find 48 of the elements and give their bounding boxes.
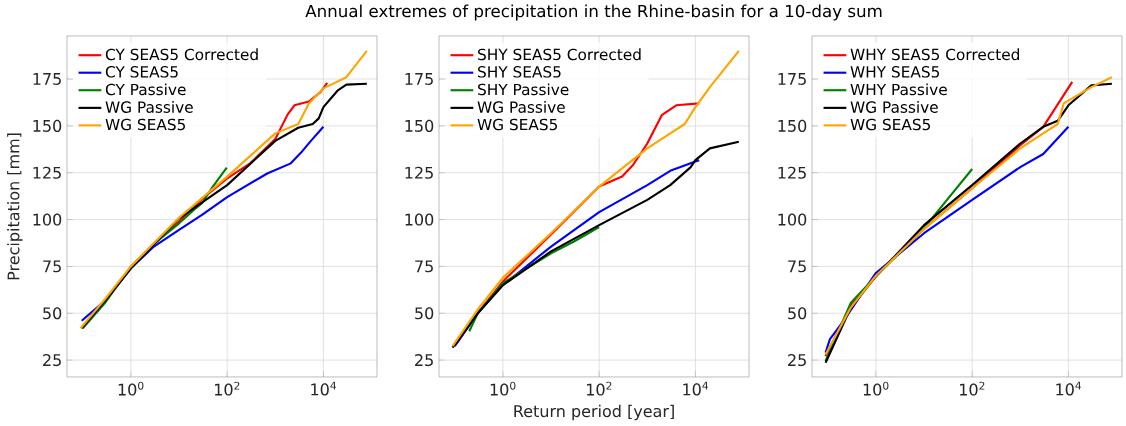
legend-label: SHY SEAS5 Corrected bbox=[478, 48, 641, 61]
y-tick-label: 25 bbox=[43, 354, 61, 367]
legend-label: WG Passive bbox=[105, 101, 193, 113]
y-tick-label: 75 bbox=[415, 260, 433, 273]
legend-label: WG Passive bbox=[477, 101, 565, 113]
legend-label: CY SEAS5 bbox=[105, 66, 178, 78]
legend-label: SHY SEAS5 bbox=[478, 66, 561, 78]
x-tick-label: 10$^{2}$ bbox=[587, 381, 612, 396]
legend-label: WHY Passive bbox=[850, 83, 947, 96]
legend-label: WG SEAS5 bbox=[850, 118, 931, 131]
legend-label: WG Passive bbox=[850, 101, 938, 113]
y-tick-label: 100 bbox=[778, 213, 807, 226]
y-tick-label: 125 bbox=[778, 166, 806, 179]
y-tick-label: 75 bbox=[43, 260, 61, 273]
y-tick-label: 100 bbox=[405, 213, 434, 226]
y-tick-label: 125 bbox=[33, 166, 61, 179]
legend-label: SHY Passive bbox=[478, 83, 569, 96]
legend-label: CY SEAS5 Corrected bbox=[105, 48, 258, 61]
y-tick-label: 150 bbox=[778, 119, 807, 132]
y-tick-label: 50 bbox=[788, 307, 807, 320]
x-tick-label: 10$^{0}$ bbox=[863, 381, 889, 396]
chart-title: Annual extremes of precipitation in the Rhine-basin for a 10-day sum bbox=[305, 4, 882, 21]
y-tick-label: 150 bbox=[405, 119, 434, 132]
x-axis-title: Return period [year] bbox=[514, 404, 674, 421]
y-tick-label: 150 bbox=[33, 119, 62, 132]
y-axis-title: Precipitation [mm] bbox=[7, 133, 23, 280]
y-tick-label: 175 bbox=[33, 73, 61, 86]
y-tick-label: 25 bbox=[788, 354, 806, 367]
x-tick-label: 10$^{4}$ bbox=[683, 381, 709, 396]
y-tick-label: 25 bbox=[415, 354, 433, 367]
legend-label: WHY SEAS5 Corrected bbox=[850, 48, 1019, 61]
x-tick-label: 10$^{4}$ bbox=[1056, 381, 1082, 396]
legend-label: CY Passive bbox=[105, 83, 186, 96]
x-tick-label: 10$^{0}$ bbox=[118, 381, 144, 396]
y-tick-label: 50 bbox=[43, 307, 62, 320]
y-tick-label: 100 bbox=[33, 213, 62, 226]
y-tick-label: 125 bbox=[405, 166, 433, 179]
legend-label: WHY SEAS5 bbox=[850, 66, 940, 78]
x-tick-label: 10$^{0}$ bbox=[490, 381, 516, 396]
x-tick-label: 10$^{2}$ bbox=[215, 381, 240, 396]
legend-label: WG SEAS5 bbox=[105, 118, 185, 131]
legend-label: WG SEAS5 bbox=[477, 118, 557, 131]
y-tick-label: 175 bbox=[405, 73, 433, 86]
y-tick-label: 175 bbox=[778, 73, 806, 86]
x-tick-label: 10$^{4}$ bbox=[311, 381, 337, 396]
y-tick-label: 75 bbox=[788, 260, 806, 273]
y-tick-label: 50 bbox=[415, 307, 434, 320]
x-tick-label: 10$^{2}$ bbox=[960, 381, 985, 396]
